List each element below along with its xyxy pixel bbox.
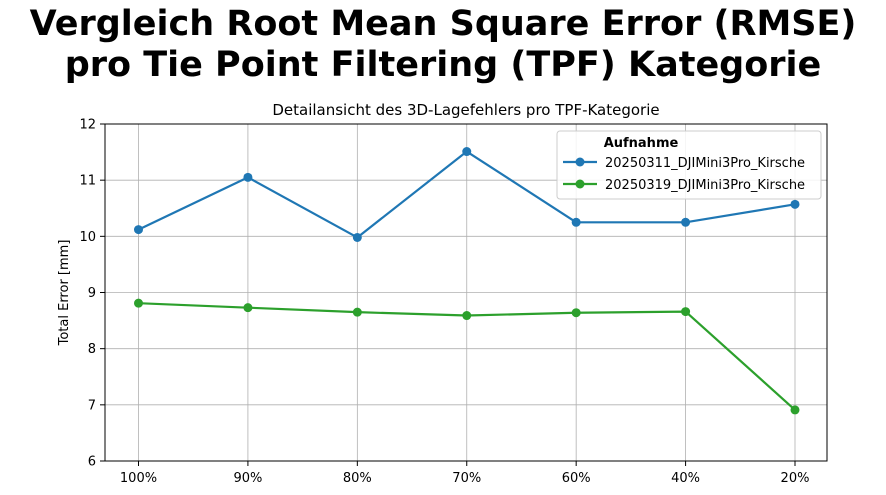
main-title-line-2: pro Tie Point Filtering (TPF) Kategorie — [64, 45, 822, 85]
x-tick-label: 20% — [781, 471, 810, 486]
legend-swatch-marker — [575, 157, 585, 167]
axis-ticks: 100% 90% 80% 70% 60% 40% 20% 6 7 8 9 10 11 12 — [79, 118, 809, 487]
series-2 — [134, 298, 800, 415]
chart-subtitle: Detailansicht des 3D-Lagefehlers pro TPF… — [272, 101, 659, 119]
legend-box — [556, 130, 822, 200]
data-point — [243, 172, 253, 182]
x-tick-label: 60% — [562, 471, 591, 486]
y-axis-label: Total Error [mm] — [57, 240, 72, 347]
x-tick-label: 80% — [343, 471, 372, 486]
x-tick-label: 40% — [671, 471, 700, 486]
legend-label: 20250319_DJIMini3Pro_Kirsche — [605, 178, 805, 193]
x-tick-label: 90% — [233, 471, 262, 486]
series-1 — [134, 147, 800, 242]
data-point — [134, 225, 143, 235]
x-tick-label: 100% — [120, 471, 157, 486]
x-tick-label: 70% — [452, 471, 481, 486]
series-layer — [134, 147, 800, 415]
y-tick-label: 7 — [88, 398, 96, 413]
data-point — [571, 217, 581, 227]
legend-swatch-marker — [575, 179, 585, 189]
y-tick-label: 6 — [88, 455, 96, 470]
data-point — [681, 307, 691, 317]
y-tick-label: 8 — [88, 342, 96, 357]
data-point — [681, 217, 691, 227]
data-point — [790, 199, 800, 209]
data-point — [571, 308, 581, 318]
data-point — [352, 232, 362, 242]
data-point — [462, 311, 472, 321]
legend-title: Aufnahme — [604, 136, 679, 151]
data-point — [134, 298, 143, 308]
data-point — [790, 405, 800, 415]
y-tick-label: 12 — [79, 118, 96, 133]
data-point — [352, 307, 362, 317]
legend-label: 20250311_DJIMini3Pro_Kirsche — [605, 156, 805, 171]
legend-entry-2: 20250319_DJIMini3Pro_Kirsche — [563, 178, 805, 193]
y-tick-label: 9 — [88, 286, 96, 301]
data-point — [462, 147, 472, 157]
main-title-line-1: Vergleich Root Mean Square Error (RMSE) — [29, 4, 857, 44]
y-tick-label: 11 — [79, 174, 96, 189]
main-title: Vergleich Root Mean Square Error (RMSE) … — [0, 4, 886, 86]
legend: Aufnahme 20250311_DJIMini3Pro_Kirsche 202… — [556, 130, 822, 200]
legend-entry-1: 20250311_DJIMini3Pro_Kirsche — [563, 156, 805, 171]
y-tick-label: 10 — [79, 230, 96, 245]
data-point — [243, 303, 253, 313]
